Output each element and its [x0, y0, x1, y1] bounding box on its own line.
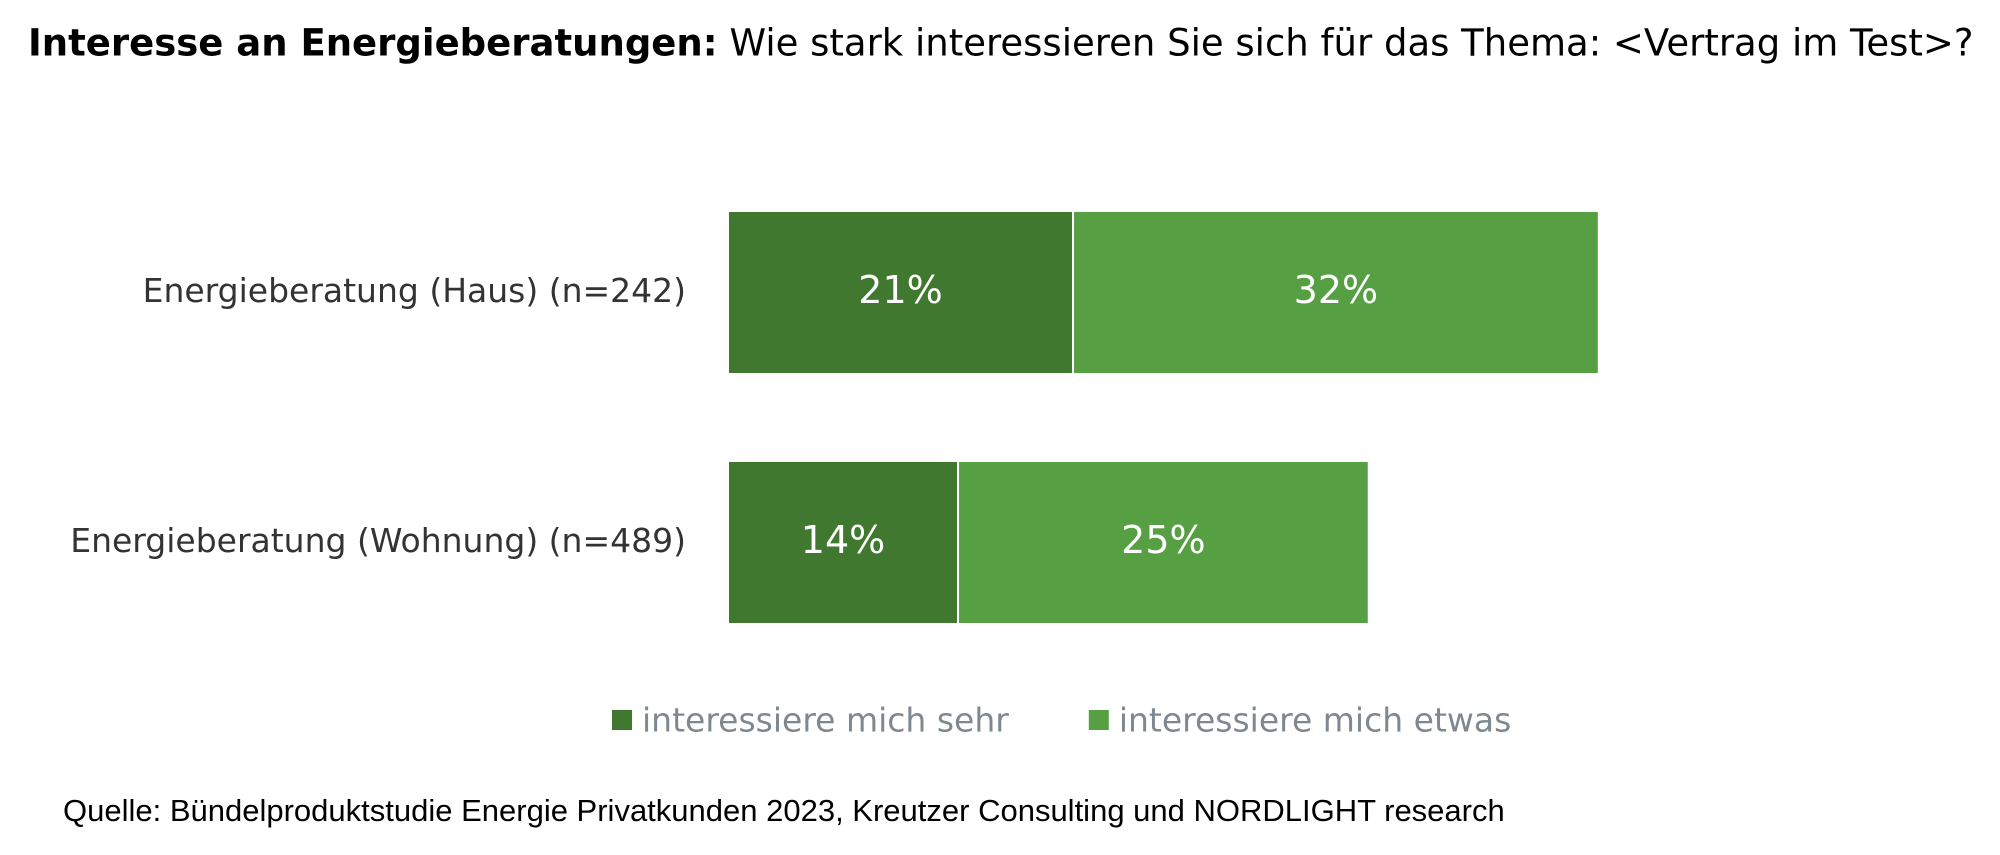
legend-swatch: [612, 710, 632, 730]
legend-label: interessiere mich sehr: [642, 701, 1009, 740]
bar-segment: [727, 210, 1075, 375]
legend-swatch: [1088, 710, 1109, 730]
value-label: 25%: [1121, 518, 1205, 562]
bar-segment: [727, 460, 960, 625]
legend-label: interessiere mich etwas: [1119, 701, 1511, 740]
bar-segment: [957, 460, 1370, 625]
category-label: Energieberatung (Wohnung) (n=489): [70, 521, 686, 560]
value-label: 32%: [1294, 268, 1378, 312]
chart-title: Interesse an Energieberatungen:: [28, 22, 718, 65]
value-label: 21%: [858, 268, 942, 312]
value-label: 14%: [801, 518, 885, 562]
category-label: Energieberatung (Haus) (n=242): [143, 271, 686, 310]
source-note: Quelle: Bündelproduktstudie Energie Priv…: [63, 793, 1505, 828]
chart-subtitle: Wie stark interessieren Sie sich für das…: [730, 22, 1974, 65]
bar-segment: [1072, 210, 1600, 375]
